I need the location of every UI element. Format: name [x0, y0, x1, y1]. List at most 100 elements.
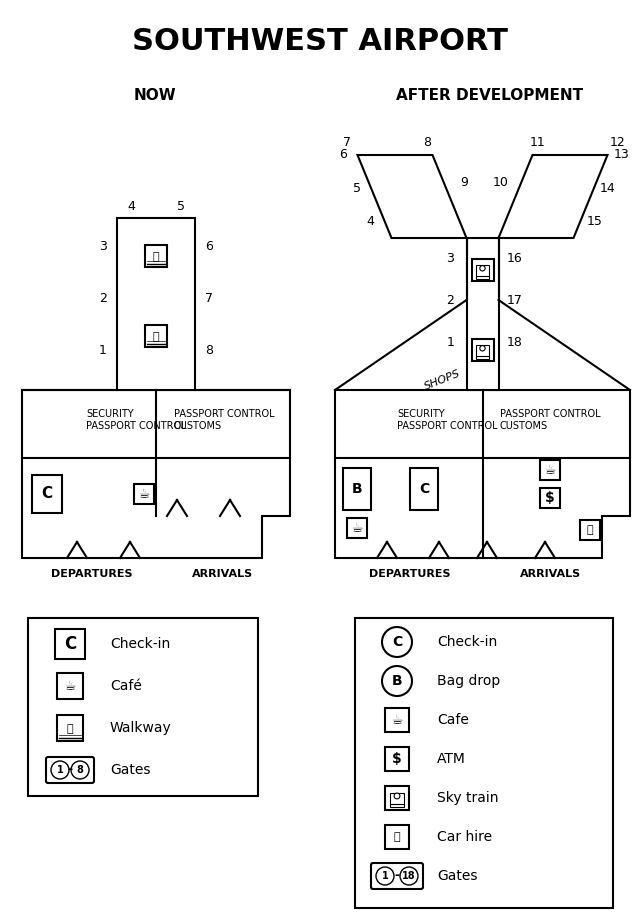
Text: 6: 6 [340, 149, 348, 162]
Text: 1: 1 [56, 765, 63, 775]
Text: 5: 5 [353, 182, 361, 195]
Bar [355, 618, 613, 908]
Text: 1: 1 [99, 343, 107, 356]
Polygon shape [358, 155, 467, 238]
Text: DEPARTURES: DEPARTURES [369, 569, 451, 579]
Text: Gates: Gates [110, 763, 150, 777]
Bar [580, 520, 600, 540]
Polygon shape [22, 390, 290, 558]
Text: DEPARTURES: DEPARTURES [51, 569, 132, 579]
Text: C: C [42, 486, 52, 501]
Text: SECURITY
PASSPORT CONTROL: SECURITY PASSPORT CONTROL [86, 409, 187, 431]
Text: Check-in: Check-in [437, 635, 497, 649]
Text: 4: 4 [127, 199, 135, 212]
Polygon shape [499, 155, 607, 238]
Bar [145, 325, 167, 347]
Bar [55, 629, 85, 659]
Circle shape [51, 761, 69, 779]
Bar [385, 786, 409, 810]
Bar [476, 345, 488, 359]
Text: B: B [352, 482, 362, 496]
Text: C: C [419, 482, 429, 496]
Text: 16: 16 [507, 251, 522, 265]
Text: 5: 5 [177, 199, 185, 212]
Text: 18: 18 [402, 871, 416, 881]
Text: 7: 7 [344, 137, 351, 150]
Text: 18: 18 [507, 335, 522, 349]
Text: ⛹: ⛹ [153, 332, 159, 342]
Bar [385, 708, 409, 732]
Text: 8: 8 [77, 765, 83, 775]
Text: $: $ [545, 491, 555, 505]
Circle shape [71, 761, 89, 779]
Text: SECURITY
PASSPORT CONTROL: SECURITY PASSPORT CONTROL [397, 409, 498, 431]
Text: NOW: NOW [134, 88, 176, 102]
Text: 8: 8 [205, 343, 213, 356]
Text: AFTER DEVELOPMENT: AFTER DEVELOPMENT [396, 88, 584, 102]
Text: 1: 1 [447, 335, 454, 349]
Text: Gates: Gates [437, 869, 477, 883]
Bar [385, 825, 409, 849]
Text: 17: 17 [507, 294, 522, 306]
Text: 10: 10 [493, 176, 508, 189]
Bar [343, 468, 371, 510]
Text: 9: 9 [461, 176, 468, 189]
Text: -: - [394, 869, 399, 882]
Text: Walkway: Walkway [110, 721, 172, 735]
Text: 7: 7 [205, 292, 213, 305]
Circle shape [382, 627, 412, 657]
Bar [134, 484, 154, 504]
Bar [410, 468, 438, 510]
Text: Car hire: Car hire [437, 830, 492, 844]
Circle shape [382, 666, 412, 696]
Text: Cafe: Cafe [437, 713, 469, 727]
Text: 3: 3 [99, 239, 107, 253]
Text: ATM: ATM [437, 752, 466, 766]
Text: 15: 15 [586, 215, 602, 228]
Text: C: C [64, 635, 76, 653]
Bar [540, 460, 560, 480]
Bar [540, 488, 560, 508]
Bar [145, 245, 167, 267]
Circle shape [400, 867, 418, 885]
Text: 12: 12 [610, 137, 625, 150]
Bar [467, 238, 499, 390]
Bar [472, 259, 493, 281]
Text: 14: 14 [600, 182, 616, 195]
FancyBboxPatch shape [46, 757, 94, 783]
Text: 8: 8 [424, 137, 431, 150]
Text: ☕: ☕ [545, 463, 556, 476]
Text: 🚗: 🚗 [394, 832, 400, 842]
Text: ☕: ☕ [65, 679, 76, 692]
Text: 2: 2 [447, 294, 454, 306]
Text: B: B [392, 674, 403, 688]
Text: ⛹: ⛹ [67, 724, 74, 734]
Bar [57, 715, 83, 741]
Text: SHOPS: SHOPS [423, 368, 462, 391]
Text: PASSPORT CONTROL
CUSTOMS: PASSPORT CONTROL CUSTOMS [500, 409, 600, 431]
Text: 13: 13 [614, 149, 629, 162]
Bar [385, 747, 409, 771]
Text: C: C [392, 635, 402, 649]
Bar [28, 618, 258, 796]
Text: ARRIVALS: ARRIVALS [191, 569, 253, 579]
Polygon shape [335, 390, 630, 558]
Bar [476, 266, 488, 279]
Circle shape [376, 867, 394, 885]
Text: 6: 6 [205, 239, 213, 253]
Circle shape [480, 345, 485, 351]
Text: Bag drop: Bag drop [437, 674, 500, 688]
Bar [390, 793, 404, 808]
Text: Café: Café [110, 679, 142, 693]
Text: SOUTHWEST AIRPORT: SOUTHWEST AIRPORT [132, 28, 508, 56]
Text: 1: 1 [381, 871, 388, 881]
Text: $: $ [392, 752, 402, 766]
Text: 2: 2 [99, 292, 107, 305]
Bar [57, 673, 83, 699]
Text: 4: 4 [367, 215, 374, 228]
Text: PASSPORT CONTROL
CUSTOMS: PASSPORT CONTROL CUSTOMS [174, 409, 275, 431]
Text: 🚗: 🚗 [587, 525, 593, 535]
Bar [32, 475, 62, 513]
Circle shape [394, 793, 400, 799]
Circle shape [480, 266, 485, 271]
